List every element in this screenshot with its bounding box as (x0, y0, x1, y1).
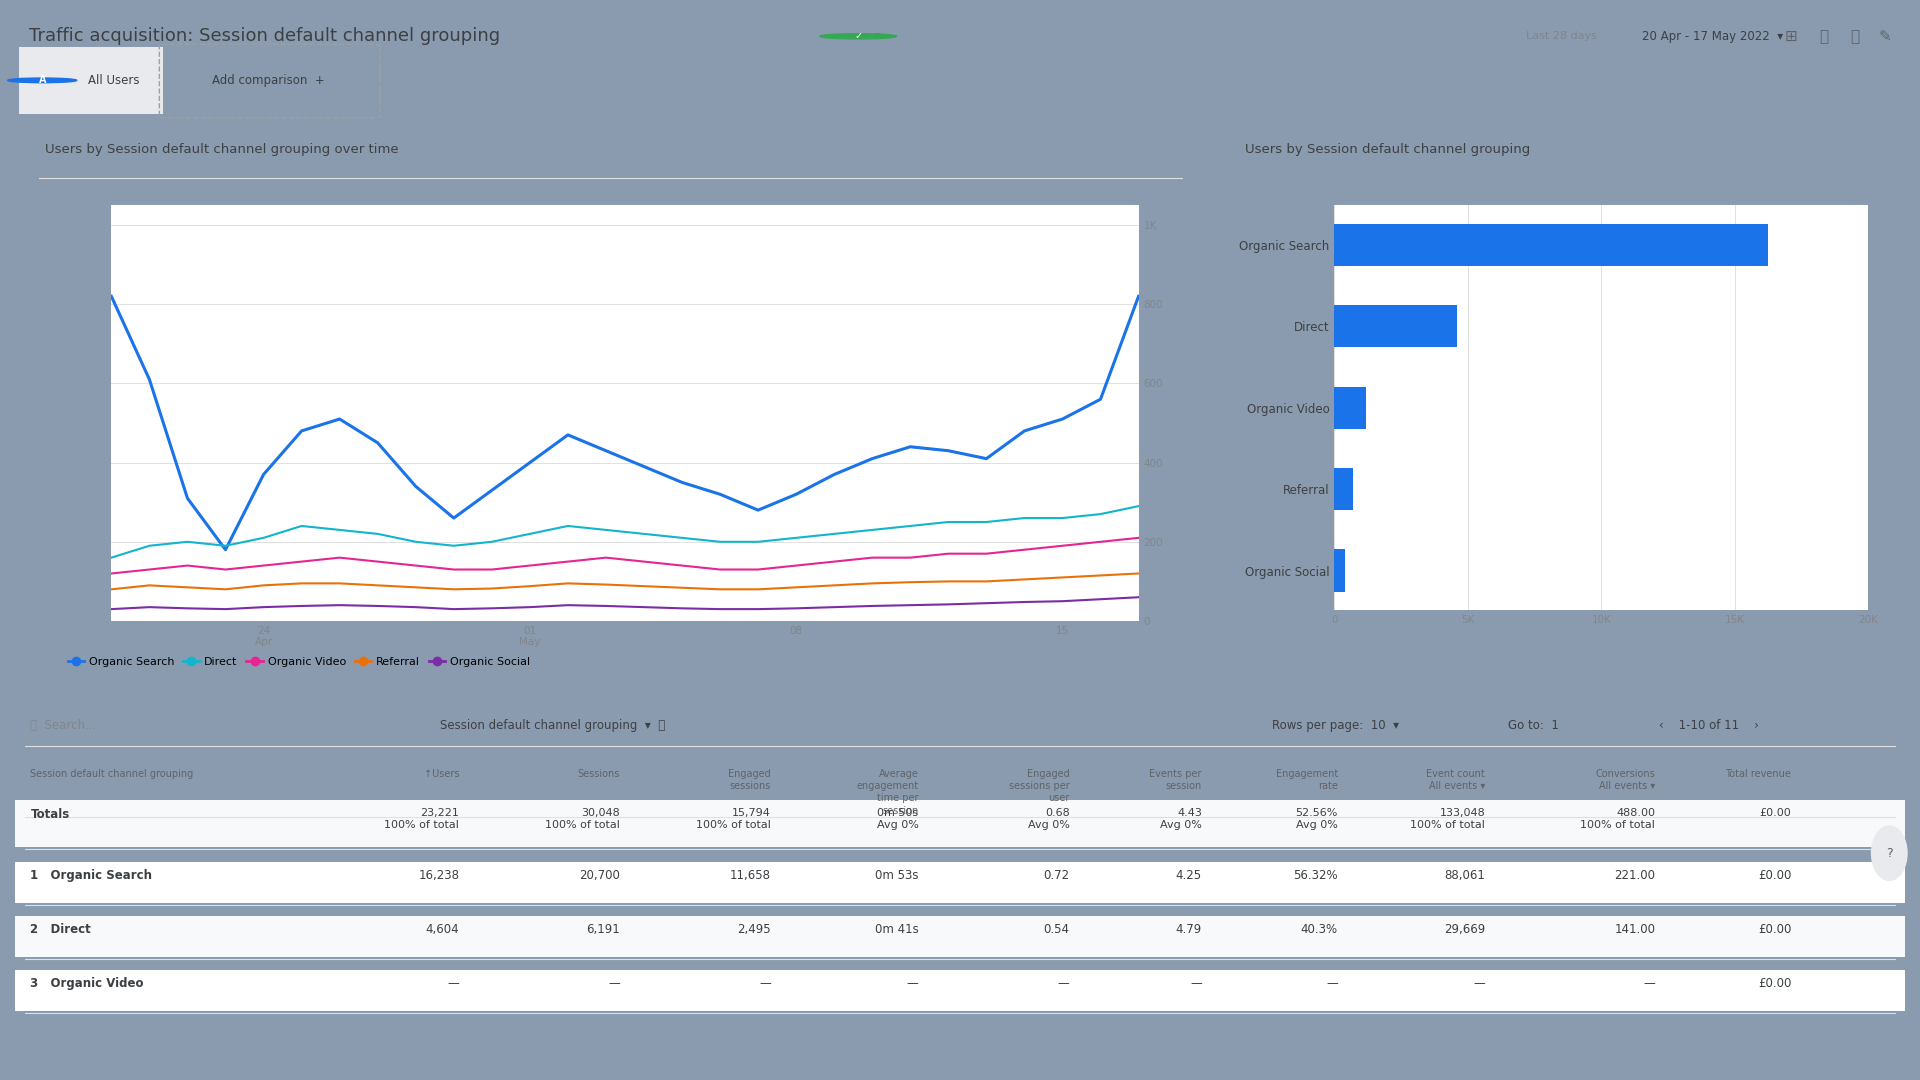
Text: Engaged
sessions per
user: Engaged sessions per user (1008, 769, 1069, 804)
Text: ↑Users: ↑Users (424, 769, 459, 779)
Text: 221.00: 221.00 (1615, 869, 1655, 882)
Text: 16,238: 16,238 (419, 869, 459, 882)
Text: £0.00: £0.00 (1759, 869, 1791, 882)
Bar (1334, 387, 1367, 429)
Text: A: A (38, 76, 46, 85)
Bar (1334, 550, 1344, 592)
Text: 29,669: 29,669 (1444, 923, 1486, 936)
Bar (15, 800, 1905, 847)
Text: —: — (609, 977, 620, 990)
Text: 0.54: 0.54 (1044, 923, 1069, 936)
Text: 20,700: 20,700 (580, 869, 620, 882)
Text: Engagement
rate: Engagement rate (1275, 769, 1338, 791)
Circle shape (820, 33, 897, 39)
Bar (1334, 305, 1457, 348)
Text: 0m 53s: 0m 53s (876, 869, 918, 882)
Text: 0m 50s
Avg 0%: 0m 50s Avg 0% (877, 808, 918, 831)
Text: Session default channel grouping  ▾  ＋: Session default channel grouping ▾ ＋ (440, 719, 666, 732)
Text: 23,221
100% of total: 23,221 100% of total (384, 808, 459, 831)
Text: ⤢: ⤢ (1820, 29, 1828, 44)
Text: —: — (1058, 977, 1069, 990)
Text: —: — (1190, 977, 1202, 990)
Text: 3   Organic Video: 3 Organic Video (31, 977, 144, 990)
Text: £0.00: £0.00 (1759, 977, 1791, 990)
Text: £0.00: £0.00 (1759, 808, 1791, 818)
Text: Add comparison  +: Add comparison + (213, 73, 324, 86)
Text: 4.79: 4.79 (1175, 923, 1202, 936)
Bar (1334, 224, 1768, 266)
Text: 15,794
100% of total: 15,794 100% of total (697, 808, 772, 831)
Text: ‹    1-10 of 11    ›: ‹ 1-10 of 11 › (1659, 719, 1759, 732)
Text: Event count
All events ▾: Event count All events ▾ (1427, 769, 1486, 791)
Text: 40.3%: 40.3% (1300, 923, 1338, 936)
Text: Session default channel grouping: Session default channel grouping (31, 769, 194, 779)
Text: —: — (906, 977, 918, 990)
Text: 141.00: 141.00 (1615, 923, 1655, 936)
Bar (19, 46, 163, 114)
Bar (15, 862, 1905, 903)
Text: 6,191: 6,191 (586, 923, 620, 936)
Text: ✎: ✎ (1880, 29, 1891, 44)
Text: All Users: All Users (88, 73, 140, 86)
Text: 20 Apr - 17 May 2022  ▾: 20 Apr - 17 May 2022 ▾ (1642, 30, 1784, 43)
Circle shape (8, 78, 77, 83)
Text: 〜: 〜 (1851, 29, 1859, 44)
Text: £0.00: £0.00 (1759, 923, 1791, 936)
Text: ✓: ✓ (854, 31, 862, 41)
Legend: Organic Search, Direct, Organic Video, Referral, Organic Social: Organic Search, Direct, Organic Video, R… (63, 652, 534, 672)
Text: 30,048
100% of total: 30,048 100% of total (545, 808, 620, 831)
Text: ?: ? (1885, 847, 1893, 860)
Text: Go to:  1: Go to: 1 (1507, 719, 1559, 732)
Text: 56.32%: 56.32% (1294, 869, 1338, 882)
Text: Events per
session: Events per session (1150, 769, 1202, 791)
Text: Totals: Totals (31, 808, 69, 821)
Text: Users by Session default channel grouping: Users by Session default channel groupin… (1244, 143, 1530, 156)
Text: Users by Session default channel grouping over time: Users by Session default channel groupin… (46, 143, 399, 156)
Text: 88,061: 88,061 (1444, 869, 1486, 882)
Text: Average
engagement
time per
session: Average engagement time per session (856, 769, 918, 815)
Bar (1334, 468, 1354, 511)
Text: ▾: ▾ (874, 30, 879, 43)
Text: 52.56%
Avg 0%: 52.56% Avg 0% (1296, 808, 1338, 831)
Text: Conversions
All events ▾: Conversions All events ▾ (1596, 769, 1655, 791)
Text: 4.43
Avg 0%: 4.43 Avg 0% (1160, 808, 1202, 831)
Text: 🔍  Search...: 🔍 Search... (31, 719, 96, 732)
Text: Engaged
sessions: Engaged sessions (728, 769, 772, 791)
Text: 11,658: 11,658 (730, 869, 772, 882)
Text: Sessions: Sessions (578, 769, 620, 779)
Text: 2,495: 2,495 (737, 923, 772, 936)
Text: —: — (1327, 977, 1338, 990)
Text: 1   Organic Search: 1 Organic Search (31, 869, 152, 882)
Text: ⊞: ⊞ (1786, 29, 1797, 44)
Text: 0.72: 0.72 (1043, 869, 1069, 882)
Bar (15, 970, 1905, 1011)
Text: Last 28 days: Last 28 days (1526, 31, 1597, 41)
Text: Rows per page:  10  ▾: Rows per page: 10 ▾ (1271, 719, 1400, 732)
Text: 2   Direct: 2 Direct (31, 923, 92, 936)
Text: 488.00
100% of total: 488.00 100% of total (1580, 808, 1655, 831)
Text: —: — (758, 977, 772, 990)
Text: 133,048
100% of total: 133,048 100% of total (1411, 808, 1486, 831)
Text: —: — (1644, 977, 1655, 990)
Text: 0m 41s: 0m 41s (876, 923, 918, 936)
Text: 4,604: 4,604 (426, 923, 459, 936)
Circle shape (1872, 826, 1907, 880)
Bar (15, 916, 1905, 957)
Text: Total revenue: Total revenue (1726, 769, 1791, 779)
Text: 0.68
Avg 0%: 0.68 Avg 0% (1027, 808, 1069, 831)
Text: —: — (447, 977, 459, 990)
Text: Traffic acquisition: Session default channel grouping: Traffic acquisition: Session default cha… (29, 27, 499, 45)
Text: 4.25: 4.25 (1175, 869, 1202, 882)
Text: —: — (1473, 977, 1486, 990)
